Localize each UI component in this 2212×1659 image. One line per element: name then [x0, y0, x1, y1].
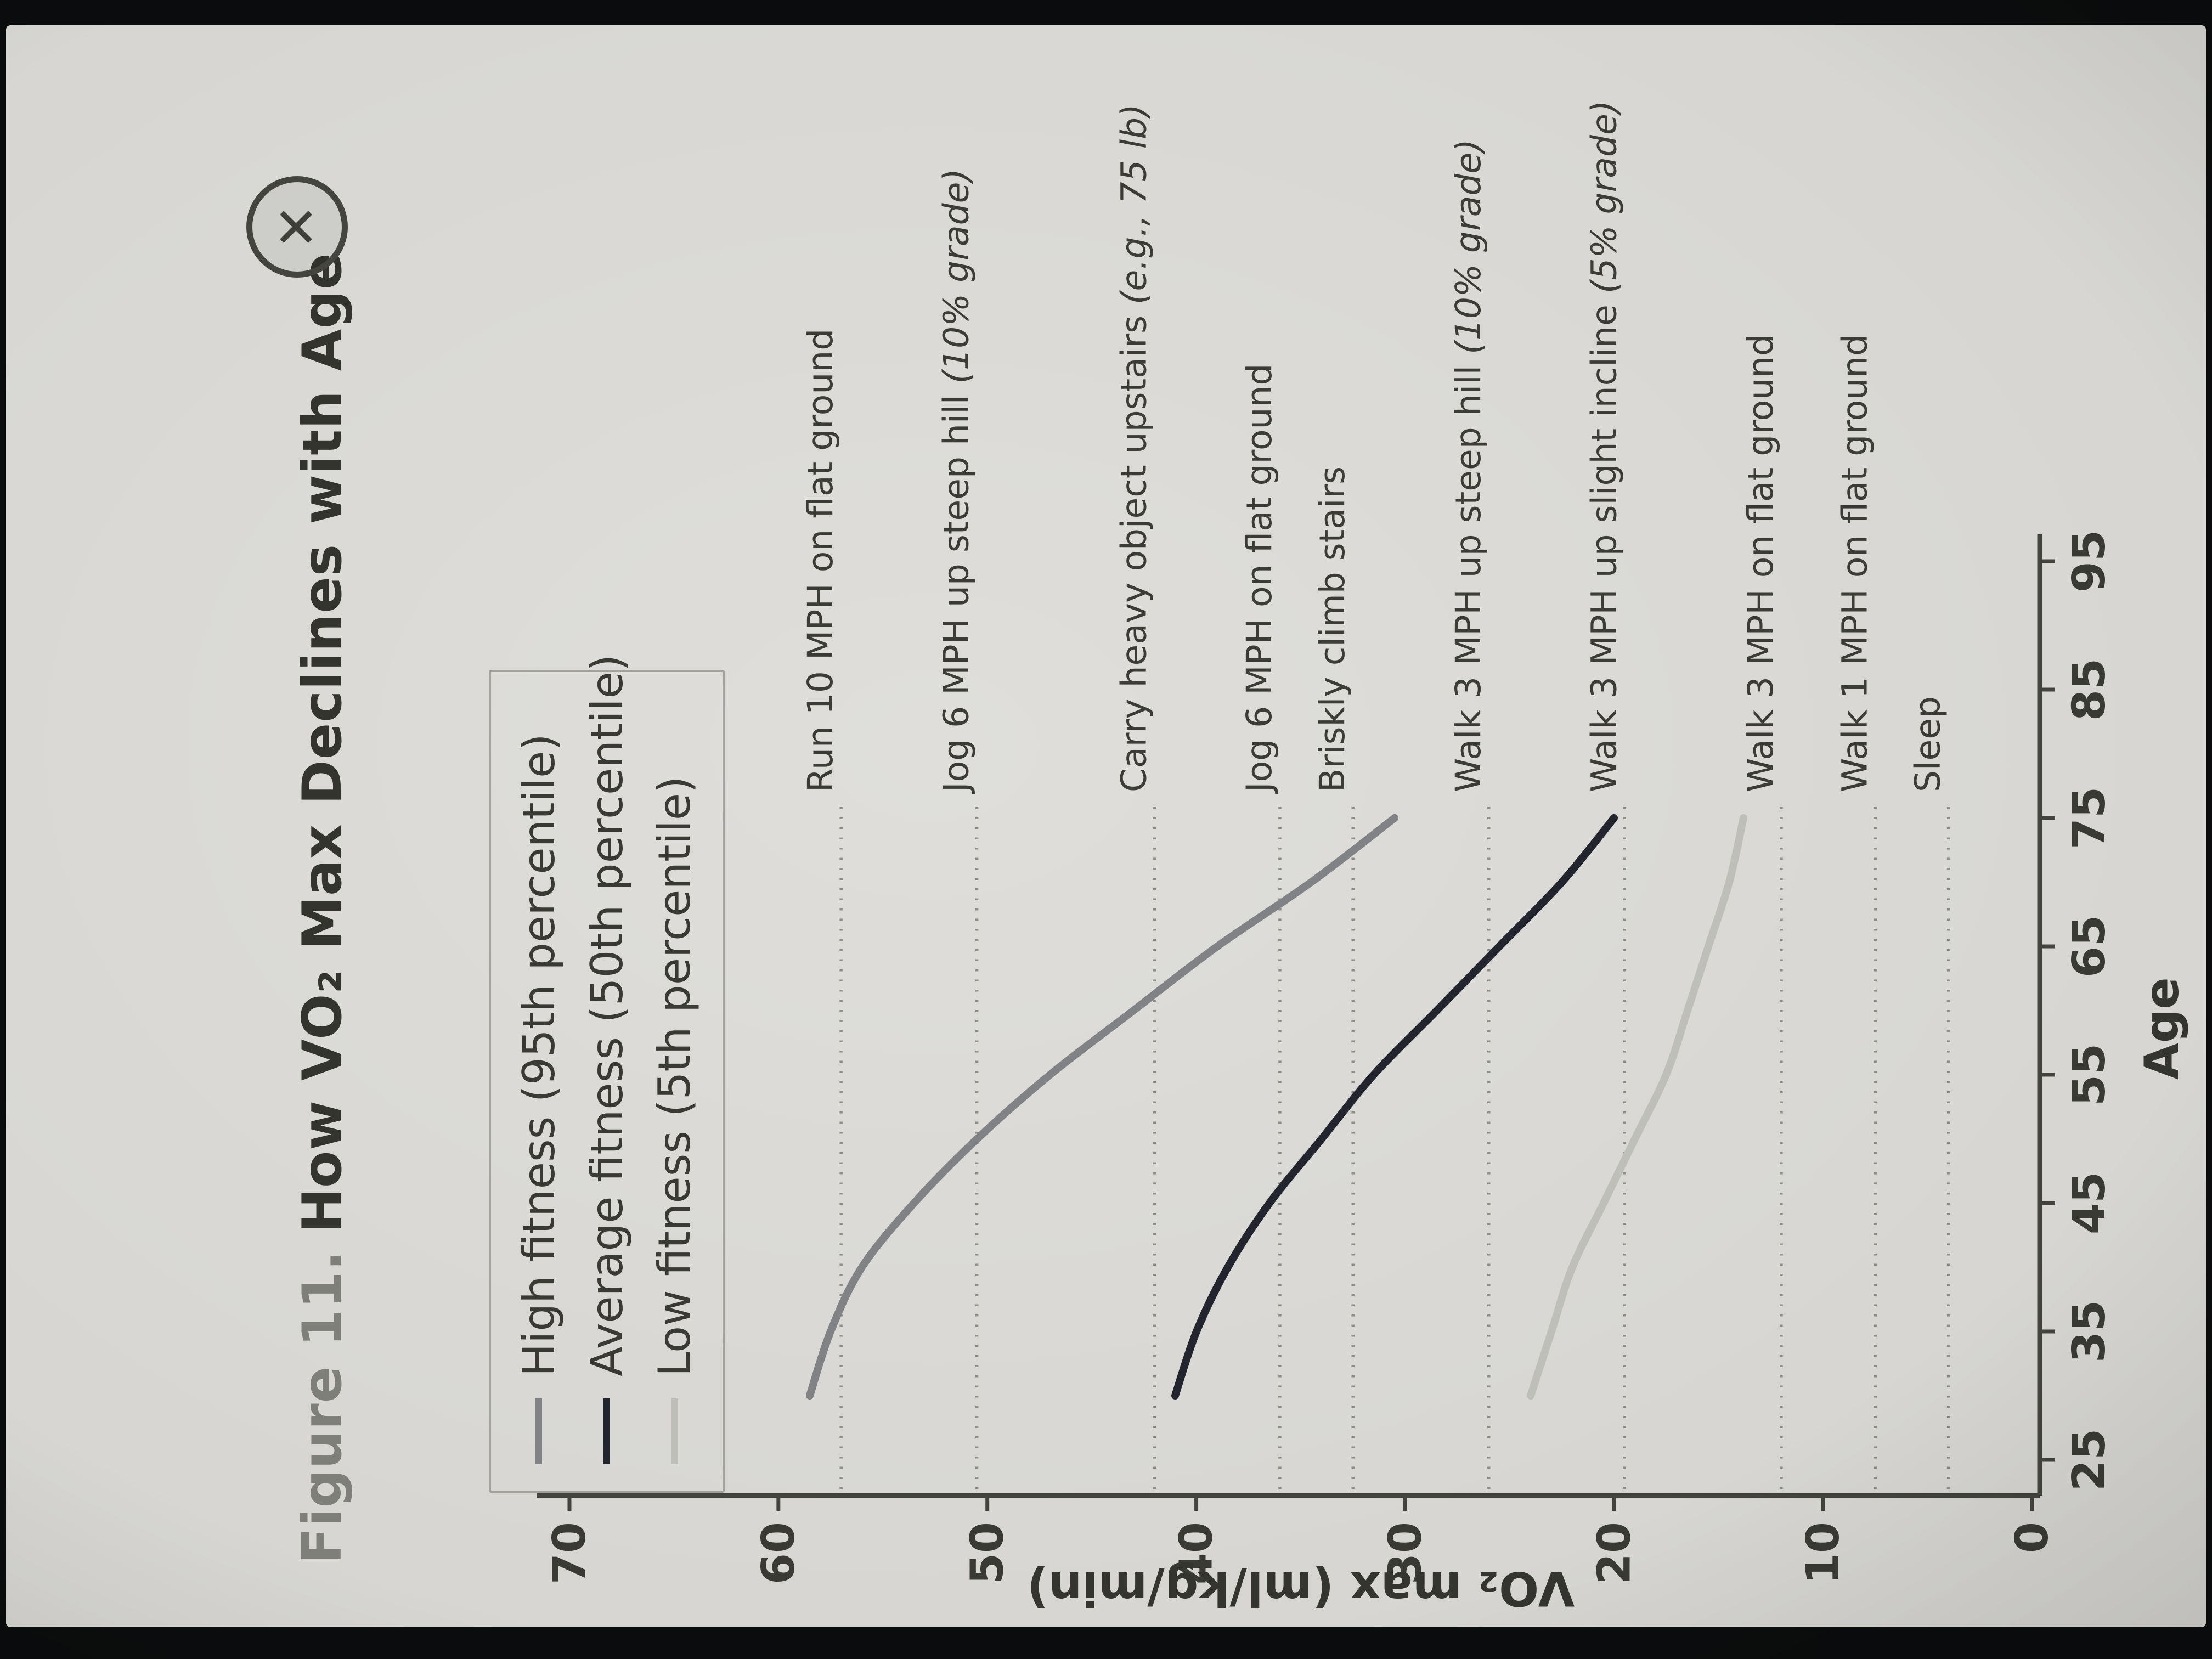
reference-label-text: Run 10 MPH on flat ground [800, 329, 840, 792]
reference-label: Briskly climb stairs [1312, 466, 1352, 792]
reference-label-text: Walk 3 MPH up slight incline [1584, 294, 1624, 792]
reference-label: Carry heavy object upstairs (e.g., 75 lb… [1114, 104, 1154, 792]
x-tick-label: 55 [2063, 1043, 2115, 1106]
device-screen: Figure 11.How VO₂ Max Declines with Age … [6, 25, 2206, 1627]
x-tick-label: 35 [2063, 1300, 2115, 1363]
reference-label-text: Sleep [1908, 696, 1948, 792]
vo2max-chart: Run 10 MPH on flat ground Jog 6 MPH up st… [537, 100, 2190, 1616]
reference-label-italic: (10% grade) [936, 168, 977, 383]
reference-label: Walk 3 MPH up slight incline (5% grade) [1584, 100, 1624, 792]
x-tick-label: 95 [2063, 530, 2115, 592]
curve-high-fitness [806, 814, 1398, 1400]
reference-label-text: Walk 3 MPH up steep hill [1448, 354, 1488, 792]
reference-label-text: Jog 6 MPH up steep hill [936, 384, 977, 794]
curve-average-fitness [1171, 814, 1618, 1400]
y-tick-label: 10 [1797, 1522, 1849, 1584]
reference-label: Jog 6 MPH on flat ground [1239, 364, 1279, 794]
x-tick-label: 45 [2063, 1172, 2115, 1234]
x-tick-label: 75 [2063, 787, 2115, 849]
reference-label-text: Walk 3 MPH on flat ground [1741, 334, 1781, 792]
y-tick-label: 50 [962, 1522, 1014, 1584]
reference-label-text: Jog 6 MPH on flat ground [1239, 364, 1279, 794]
reference-label: Walk 1 MPH on flat ground [1835, 334, 1875, 792]
y-tick-label: 60 [753, 1522, 805, 1584]
reference-label-text: Carry heavy object upstairs [1114, 304, 1154, 792]
figure-page: Figure 11.How VO₂ Max Declines with Age … [6, 25, 2206, 1627]
y-tick-label: 70 [544, 1522, 596, 1584]
reference-label: Run 10 MPH on flat ground [800, 329, 840, 792]
reference-label-text: Briskly climb stairs [1312, 466, 1352, 792]
reference-label-italic: (5% grade) [1584, 100, 1624, 294]
y-tick-label: 0 [2006, 1522, 2058, 1553]
reference-label: Walk 3 MPH up steep hill (10% grade) [1448, 139, 1488, 792]
reference-label-italic: (e.g., 75 lb) [1114, 104, 1154, 304]
reference-label: Walk 3 MPH on flat ground [1741, 334, 1781, 792]
x-axis-title: Age [2135, 977, 2190, 1079]
x-tick-label: 85 [2063, 658, 2115, 721]
x-tick-label: 25 [2063, 1429, 2115, 1491]
curve-low-fitness [1527, 814, 1747, 1400]
y-axis-title: VO₂ max (ml/kg/min) [1027, 1561, 1575, 1616]
reference-label-italic: (10% grade) [1448, 139, 1488, 354]
reference-label: Sleep [1908, 696, 1948, 792]
reference-label: Jog 6 MPH up steep hill (10% grade) [936, 168, 977, 794]
y-tick-label: 20 [1588, 1522, 1640, 1584]
reference-label-text: Walk 1 MPH on flat ground [1835, 334, 1875, 792]
x-tick-label: 65 [2063, 915, 2115, 978]
